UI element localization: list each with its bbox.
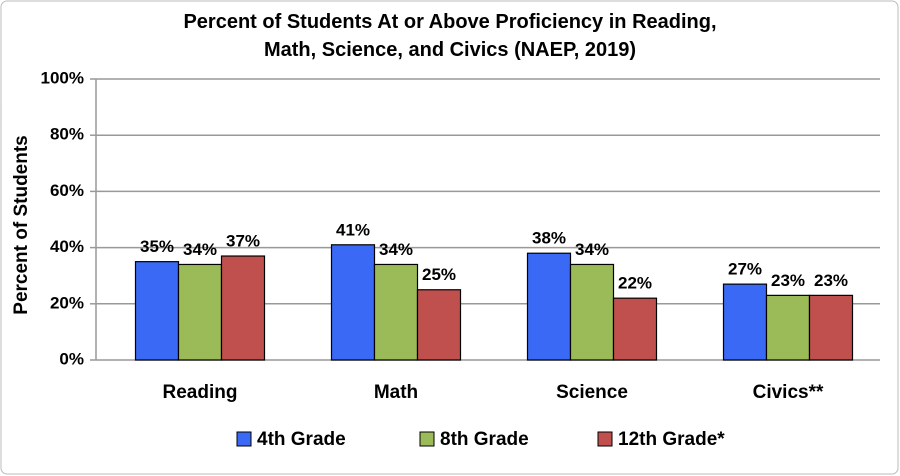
data-label: 23% bbox=[814, 271, 848, 290]
bar bbox=[330, 244, 376, 361]
y-tick-label: 60% bbox=[50, 181, 84, 200]
legend-swatch bbox=[419, 431, 435, 447]
bar bbox=[722, 283, 768, 361]
legend-swatch bbox=[597, 431, 613, 447]
y-tick-label: 100% bbox=[41, 68, 84, 87]
bar bbox=[808, 294, 854, 361]
bar bbox=[134, 261, 180, 361]
data-label: 34% bbox=[183, 240, 217, 259]
bar bbox=[220, 255, 266, 361]
data-label: 41% bbox=[336, 220, 370, 239]
y-tick-label: 80% bbox=[50, 125, 84, 144]
data-label: 38% bbox=[532, 229, 566, 248]
legend-label: 12th Grade* bbox=[618, 429, 725, 450]
data-label: 23% bbox=[771, 271, 805, 290]
x-tick-label: Civics** bbox=[753, 382, 824, 403]
y-tick-label: 20% bbox=[50, 293, 84, 312]
y-tick-label: 0% bbox=[59, 349, 84, 368]
y-axis-label: Percent of Students bbox=[11, 135, 32, 314]
x-tick-label: Science bbox=[556, 382, 628, 403]
chart-title: Percent of Students At or Above Proficie… bbox=[183, 11, 717, 61]
legend-label: 8th Grade bbox=[440, 429, 529, 450]
data-label: 34% bbox=[575, 240, 609, 259]
bar bbox=[765, 294, 811, 361]
bar bbox=[177, 263, 223, 361]
data-label: 35% bbox=[140, 237, 174, 256]
data-label: 27% bbox=[728, 260, 762, 279]
legend-swatch bbox=[236, 431, 252, 447]
bar bbox=[612, 297, 658, 361]
bar bbox=[526, 252, 572, 361]
legend-label: 4th Grade bbox=[257, 429, 346, 450]
bar bbox=[373, 263, 419, 361]
data-label: 22% bbox=[618, 274, 652, 293]
bar bbox=[569, 263, 615, 361]
data-label: 37% bbox=[226, 232, 260, 251]
x-tick-label: Reading bbox=[163, 382, 238, 403]
data-label: 34% bbox=[379, 240, 413, 259]
bar bbox=[416, 289, 462, 361]
y-tick-label: 40% bbox=[50, 237, 84, 256]
data-label: 25% bbox=[422, 265, 456, 284]
x-tick-label: Math bbox=[374, 382, 418, 403]
